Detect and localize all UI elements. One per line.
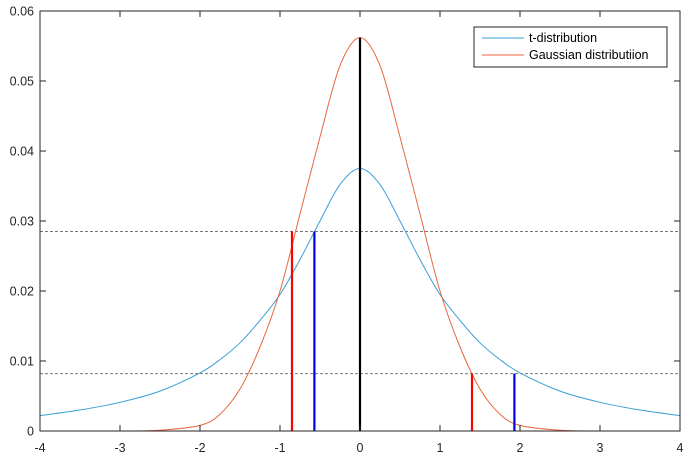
legend-label-t-distribution: t-distribution: [529, 31, 597, 45]
y-tick-label: 0.05: [10, 75, 34, 89]
x-tick-label: -2: [194, 441, 205, 455]
legend: t-distribution Gaussian distributiion: [473, 26, 668, 68]
x-tick-label: 3: [597, 441, 604, 455]
legend-box: [473, 26, 668, 68]
x-tick-label: -1: [274, 441, 285, 455]
x-tick-label: 1: [437, 441, 444, 455]
legend-label-gaussian: Gaussian distributiion: [529, 48, 649, 62]
y-tick-label: 0.06: [10, 5, 34, 19]
x-tick-label: 2: [517, 441, 524, 455]
y-tick-label: 0.04: [10, 145, 34, 159]
y-tick-label: 0.03: [10, 215, 34, 229]
x-tick-label: -3: [114, 441, 125, 455]
x-tick-label: 0: [357, 441, 364, 455]
x-tick-label: -4: [34, 441, 45, 455]
y-tick-label: 0: [27, 425, 34, 439]
x-tick-label: 4: [677, 441, 684, 455]
y-tick-label: 0.01: [10, 355, 34, 369]
plot-area: -4 -3 -2 -1 0 1 2 3 4 0 0.01 0.02 0.03 0.04 0.05 0.06: [10, 5, 684, 456]
y-tick-label: 0.02: [10, 285, 34, 299]
